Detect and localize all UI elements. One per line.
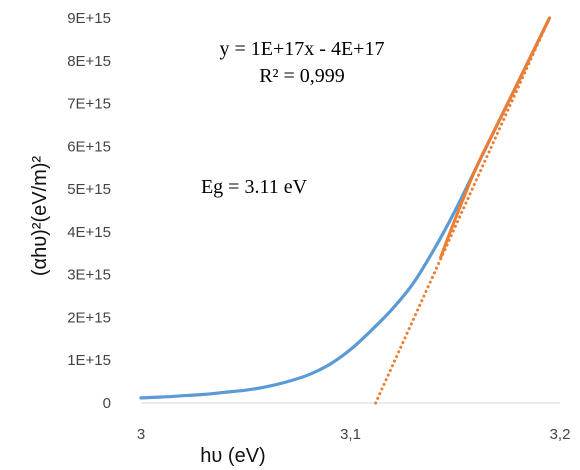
y-tick-label: 1E+15: [67, 352, 111, 369]
y-tick-label: 3E+15: [67, 267, 111, 284]
y-tick-labels: 0 1E+15 2E+15 3E+15 4E+15 5E+15 6E+15 7E+15 8E+1…: [67, 10, 111, 412]
x-tick-label: 3,1: [340, 426, 361, 443]
y-tick-label: 7E+15: [67, 96, 111, 113]
x-axis-title: hυ (eV): [200, 445, 265, 467]
x-tick-label: 3: [137, 426, 145, 443]
x-tick-labels: 3 3,1 3,2: [137, 426, 571, 443]
y-tick-label: 0: [103, 395, 111, 412]
y-tick-label: 2E+15: [67, 309, 111, 326]
band-gap-label: Eg = 3.11 eV: [201, 176, 308, 198]
regression-equation: y = 1E+17x - 4E+17: [220, 38, 385, 60]
y-tick-label: 9E+15: [67, 10, 111, 27]
y-tick-label: 4E+15: [67, 224, 111, 241]
x-tick-label: 3,2: [550, 426, 571, 443]
y-tick-label: 8E+15: [67, 53, 111, 70]
series-layer: [139, 16, 552, 405]
y-tick-label: 5E+15: [67, 181, 111, 198]
y-axis-title: (αhυ)²(eV/m)²: [29, 156, 51, 277]
r-squared-label: R² = 0,999: [259, 65, 345, 87]
linear-extrapolation: [374, 16, 551, 405]
y-tick-label: 6E+15: [67, 138, 111, 155]
absorption-curve: [139, 16, 552, 400]
